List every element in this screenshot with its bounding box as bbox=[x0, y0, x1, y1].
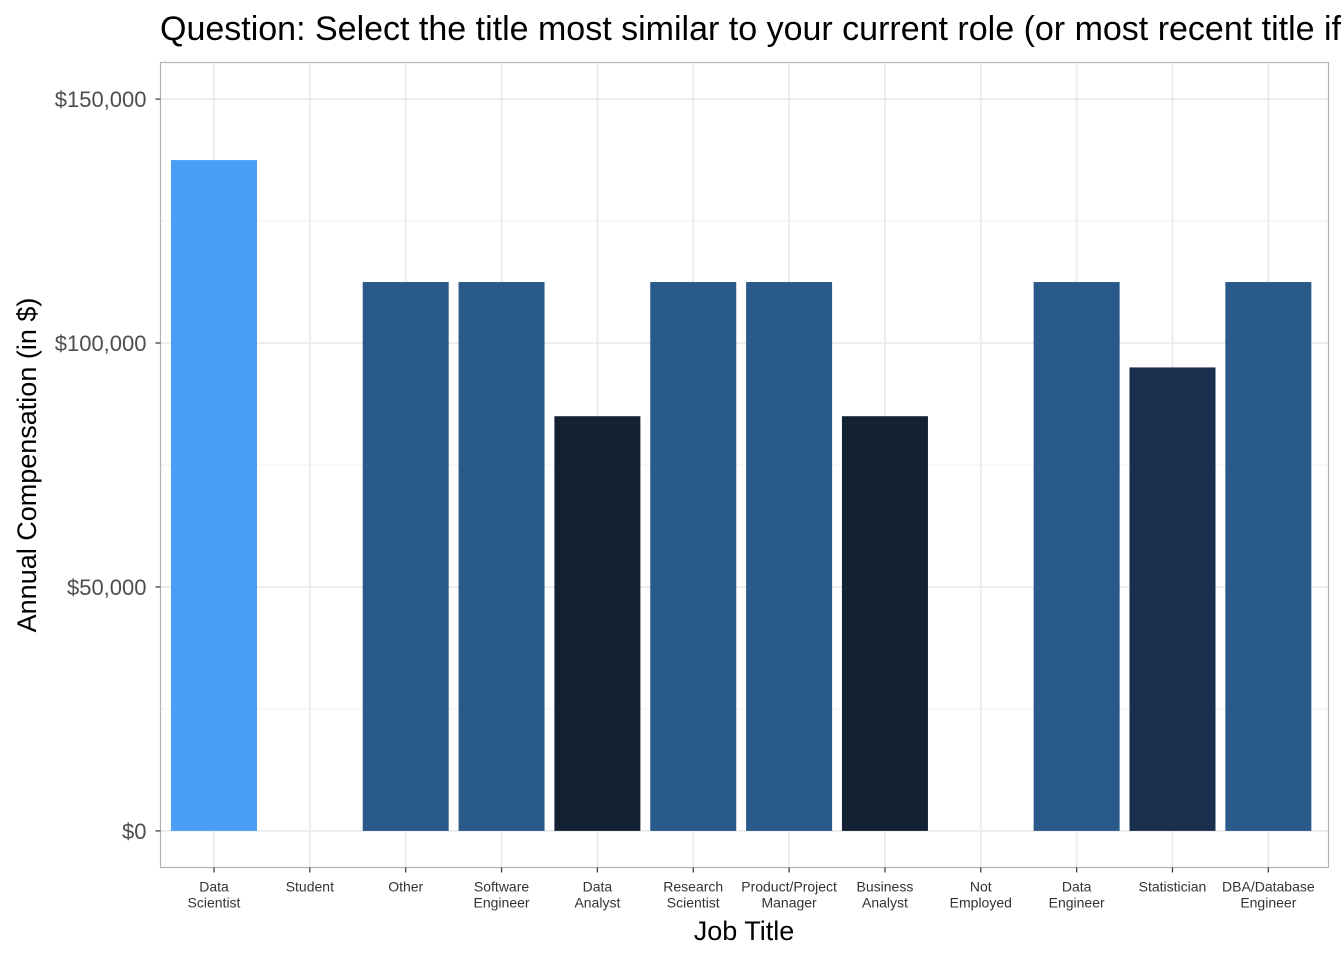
x-tick-label-line: Scientist bbox=[188, 895, 241, 911]
x-tick-label-line: Analyst bbox=[862, 895, 908, 911]
bar bbox=[1033, 282, 1120, 831]
y-axis-ticks: $0 $50,000 $100,000 $150,000 bbox=[55, 87, 161, 844]
chart-title: Question: Select the title most similar … bbox=[160, 10, 1344, 48]
bar bbox=[554, 416, 641, 831]
x-tick-label: DBA/Database Engineer bbox=[1222, 879, 1315, 911]
x-tick-label: Business Analyst bbox=[857, 879, 914, 911]
x-tick-label-line: Other bbox=[388, 879, 423, 895]
x-tick-label: Software Engineer bbox=[474, 879, 530, 911]
bars bbox=[171, 160, 1312, 831]
y-tick-label: $150,000 bbox=[55, 87, 147, 112]
x-tick-label-line: Engineer bbox=[1240, 895, 1296, 911]
x-tick-label-line: Engineer bbox=[474, 895, 530, 911]
x-tick-label-line: Data bbox=[583, 879, 613, 895]
x-tick-label-line: Statistician bbox=[1139, 879, 1207, 895]
bar bbox=[1129, 367, 1216, 831]
bar bbox=[650, 282, 737, 831]
y-tick-label: $100,000 bbox=[55, 331, 147, 356]
x-tick-label-line: Employed bbox=[950, 895, 1012, 911]
x-tick-label-line: Data bbox=[1062, 879, 1092, 895]
bar bbox=[171, 160, 257, 831]
x-tick-label-line: Business bbox=[857, 879, 914, 895]
x-tick-label-line: Data bbox=[199, 879, 229, 895]
x-tick-label: Data Engineer bbox=[1049, 879, 1105, 911]
plot-border bbox=[159, 61, 1330, 869]
x-tick-label-line: Scientist bbox=[667, 895, 720, 911]
bar bbox=[746, 282, 833, 831]
x-tick-label-line: Not bbox=[970, 879, 992, 895]
x-tick-label-line: Software bbox=[474, 879, 529, 895]
bar bbox=[458, 282, 545, 831]
x-tick-label-line: Research bbox=[663, 879, 723, 895]
x-tick-label-line: DBA/Database bbox=[1222, 879, 1315, 895]
y-tick-label: $50,000 bbox=[67, 575, 147, 600]
y-axis-title: Annual Compensation (in $) bbox=[12, 298, 42, 633]
x-tick-label: Other bbox=[388, 879, 423, 895]
x-tick-label-line: Analyst bbox=[574, 895, 620, 911]
x-tick-label-line: Engineer bbox=[1049, 895, 1105, 911]
x-tick-label-line: Student bbox=[286, 879, 334, 895]
x-tick-label: Data Scientist bbox=[188, 879, 241, 911]
x-tick-label: Research Scientist bbox=[663, 879, 723, 911]
x-tick-label: Statistician bbox=[1139, 879, 1207, 895]
x-axis-title: Job Title bbox=[694, 916, 795, 946]
x-tick-label: Data Analyst bbox=[574, 879, 620, 911]
x-tick-label-line: Product/Project bbox=[741, 879, 837, 895]
bar bbox=[362, 282, 449, 831]
y-tick-label: $0 bbox=[122, 819, 146, 844]
x-tick-label-line: Manager bbox=[761, 895, 817, 911]
x-tick-label: Product/Project Manager bbox=[741, 879, 837, 911]
bar bbox=[1225, 282, 1312, 831]
bar bbox=[841, 416, 928, 831]
x-tick-label: Student bbox=[286, 879, 334, 895]
x-tick-label: Not Employed bbox=[950, 879, 1012, 911]
